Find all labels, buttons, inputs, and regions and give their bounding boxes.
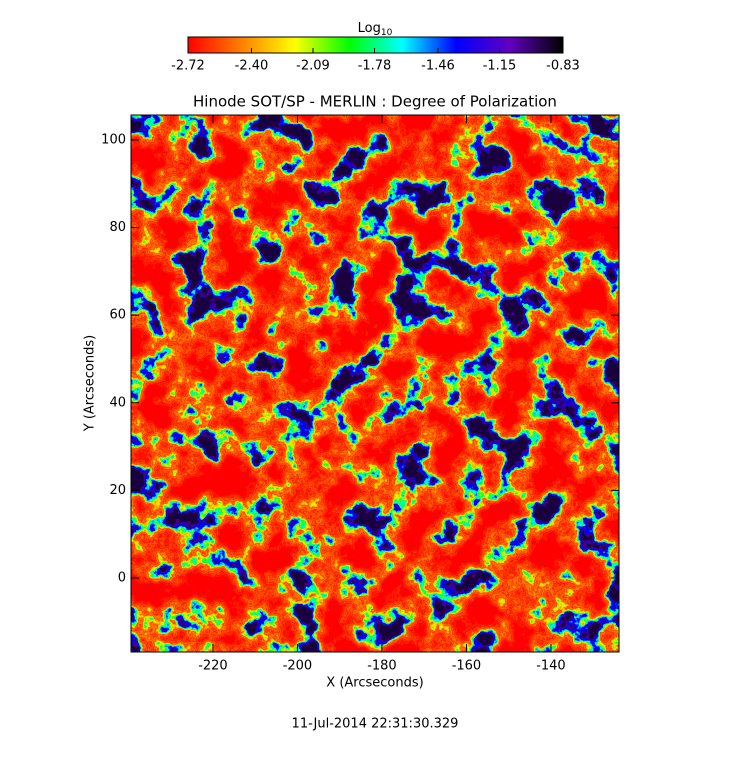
x-axis-label: X (Arcseconds) [326,676,423,691]
y-tick-label: 40 [109,395,126,410]
colorbar-tick-label: -1.46 [421,59,455,74]
polarization-image [131,115,619,652]
colorbar-label-text: Log [358,21,381,36]
colorbar-label-subscript: 10 [381,28,393,38]
colorbar-tick-label: -0.83 [546,59,580,74]
colorbar-tick-label: -2.09 [296,59,330,74]
y-tick-label: 100 [101,132,126,147]
y-tick-label: 0 [118,570,126,585]
x-tick-label: -140 [536,659,566,674]
colorbar [187,36,564,54]
colorbar-label: Log10 [358,21,393,38]
y-axis-label: Y (Arcseconds) [83,335,98,432]
colorbar-tick-label: -2.40 [235,59,269,74]
y-tick-label: 80 [109,220,126,235]
x-tick-label: -200 [283,659,313,674]
chart-title: Hinode SOT/SP - MERLIN : Degree of Polar… [193,93,557,111]
colorbar-tick-label: -2.72 [171,59,205,74]
x-tick-label: -220 [198,659,228,674]
x-tick-label: -180 [367,659,397,674]
footer-timestamp: 11-Jul-2014 22:31:30.329 [292,717,459,732]
y-tick-label: 60 [109,308,126,323]
y-tick-label: 20 [109,483,126,498]
colorbar-tick-label: -1.15 [483,59,517,74]
colorbar-tick-label: -1.78 [358,59,392,74]
x-tick-label: -160 [452,659,482,674]
plot-frame [130,114,620,653]
